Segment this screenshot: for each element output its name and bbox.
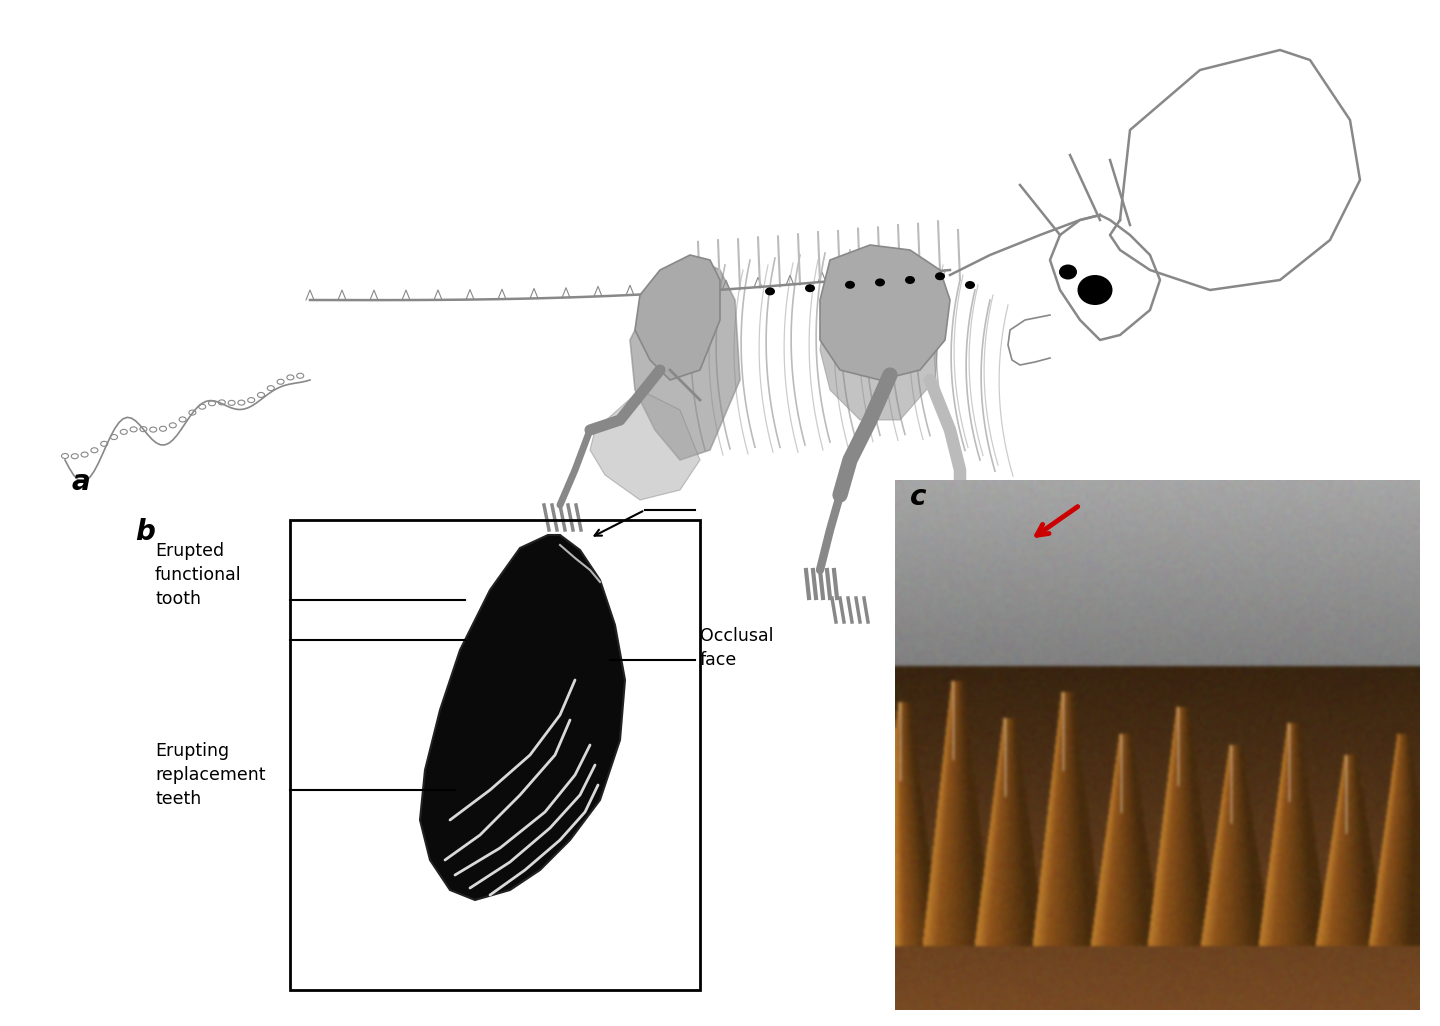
Text: Erupted
functional
tooth: Erupted functional tooth [156, 543, 242, 607]
Ellipse shape [1077, 275, 1113, 305]
Text: Occlusal
face: Occlusal face [700, 627, 773, 669]
Ellipse shape [965, 281, 975, 289]
Ellipse shape [1058, 265, 1077, 279]
Polygon shape [590, 390, 700, 500]
Ellipse shape [904, 276, 914, 284]
Text: c: c [910, 483, 926, 511]
Polygon shape [631, 260, 740, 460]
Polygon shape [819, 245, 950, 380]
Ellipse shape [845, 281, 855, 288]
Bar [289, 520, 700, 990]
Text: Erupting
replacement
teeth: Erupting replacement teeth [156, 743, 265, 807]
Ellipse shape [876, 278, 886, 286]
Ellipse shape [805, 284, 815, 292]
Text: a: a [72, 468, 91, 496]
Ellipse shape [765, 287, 775, 295]
Polygon shape [635, 255, 720, 380]
Ellipse shape [935, 272, 945, 280]
Polygon shape [420, 535, 625, 900]
Polygon shape [819, 280, 940, 420]
Text: b: b [135, 518, 156, 546]
